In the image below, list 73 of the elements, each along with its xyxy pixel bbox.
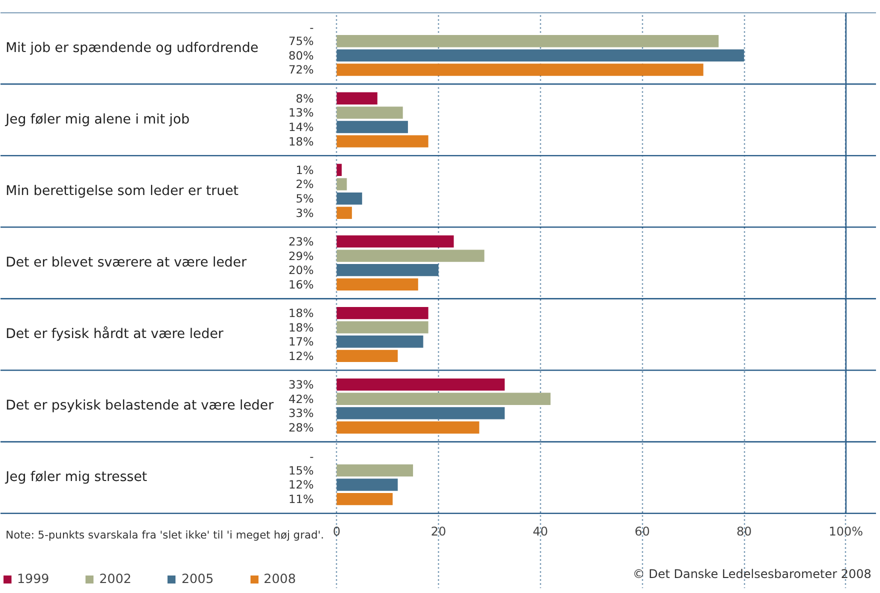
- bar: [336, 264, 438, 276]
- text: Note: 5-punkts svarskala fra 'slet ikke' til 'i meget høj grad'.: [6, 528, 324, 542]
- data-label: 29%: [288, 248, 314, 263]
- bar: [336, 278, 418, 290]
- data-label: 1%: [296, 162, 314, 177]
- y-tick-label: Jeg føler mig stresset: [4, 470, 148, 486]
- bar: [336, 464, 414, 477]
- bar: [336, 92, 378, 104]
- bar: [336, 336, 424, 348]
- data-label: 23%: [288, 234, 314, 248]
- y-tick-label: Det er fysisk hårdt at være leder: [6, 326, 224, 342]
- legend-label: 2008: [264, 571, 296, 586]
- bar: [336, 421, 480, 434]
- data-label: 80%: [288, 48, 314, 62]
- bar: [336, 164, 342, 176]
- bar: [336, 49, 744, 62]
- bar: [336, 321, 428, 334]
- data-label: 42%: [288, 392, 314, 406]
- bar: [336, 178, 347, 190]
- data-label: 5%: [296, 192, 314, 206]
- data-label: 18%: [288, 320, 314, 334]
- data-label: 14%: [288, 120, 314, 134]
- legend-label: 1999: [17, 571, 50, 586]
- data-label: 12%: [288, 348, 314, 363]
- x-tick-label: 80: [736, 524, 752, 538]
- bar: [336, 407, 505, 420]
- bar: [336, 135, 428, 148]
- x-tick-label: 0: [332, 524, 340, 538]
- y-tick-label: Jeg føler mig alene i mit job: [4, 112, 190, 128]
- y-tick-label: Det er psykisk belastende at være leder: [6, 398, 274, 414]
- bar: [336, 206, 352, 219]
- data-label: 8%: [296, 91, 314, 106]
- y-tick-label: Min berettigelse som leder er truet: [6, 184, 239, 199]
- bar: [336, 492, 393, 506]
- bar: [336, 250, 484, 262]
- bar: [336, 106, 403, 119]
- x-tick-label: 100%: [828, 524, 864, 538]
- y-tick-label: Mit job er spændende og udfordrende: [6, 40, 258, 56]
- bar: [336, 235, 454, 248]
- data-label: 15%: [288, 463, 314, 478]
- data-label: 17%: [288, 334, 314, 349]
- bar: [336, 392, 551, 405]
- legend-label: 2002: [99, 571, 132, 586]
- data-label: 28%: [288, 420, 314, 435]
- bar: [336, 378, 505, 391]
- data-label: 18%: [288, 134, 314, 148]
- bar: [336, 35, 719, 48]
- data-label: 11%: [288, 492, 314, 506]
- data-label: 33%: [288, 378, 314, 392]
- bar: [336, 120, 408, 134]
- data-label: 72%: [288, 62, 314, 77]
- data-label: 2%: [296, 177, 314, 192]
- bar: [336, 64, 704, 76]
- x-tick-label: 40: [532, 524, 548, 538]
- x-tick-label: 60: [634, 524, 650, 538]
- legend-label: 2005: [181, 571, 214, 586]
- data-label: 18%: [288, 306, 314, 320]
- data-label: 13%: [288, 106, 314, 120]
- bar: [336, 192, 362, 205]
- bar: [336, 478, 398, 491]
- text: © Det Danske Ledelsesbarometer 2008: [632, 567, 872, 582]
- data-label: 33%: [288, 406, 314, 420]
- bar: [336, 306, 428, 320]
- data-label: 75%: [288, 34, 314, 48]
- data-label: 12%: [288, 478, 314, 492]
- text: -: [310, 450, 314, 464]
- x-tick-label: 20: [430, 524, 446, 538]
- data-label: 16%: [288, 277, 314, 292]
- data-label: 20%: [288, 263, 314, 278]
- data-label: 3%: [296, 206, 314, 220]
- bar: [336, 350, 398, 362]
- text: -: [310, 20, 314, 34]
- y-tick-label: Det er blevet sværere at være leder: [6, 255, 248, 270]
